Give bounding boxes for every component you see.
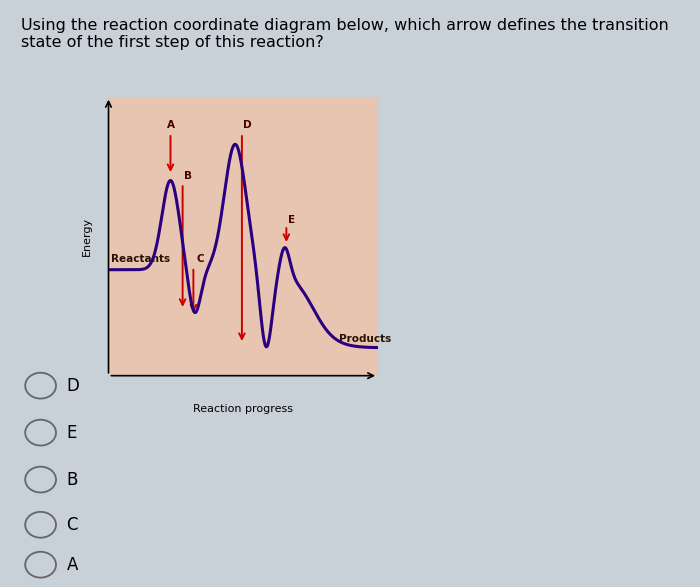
Text: D: D <box>66 377 79 394</box>
Text: A: A <box>66 556 78 573</box>
Text: D: D <box>244 120 252 130</box>
Text: Reaction progress: Reaction progress <box>193 404 293 414</box>
Text: C: C <box>196 254 204 264</box>
Text: Products: Products <box>339 333 391 343</box>
Text: B: B <box>66 471 78 488</box>
Text: Energy: Energy <box>82 217 92 256</box>
Text: Using the reaction coordinate diagram below, which arrow defines the transition
: Using the reaction coordinate diagram be… <box>21 18 668 50</box>
Text: B: B <box>184 170 192 181</box>
Text: Reactants: Reactants <box>111 254 170 264</box>
Text: C: C <box>66 516 78 534</box>
Text: E: E <box>288 215 295 225</box>
Text: A: A <box>167 120 174 130</box>
Text: E: E <box>66 424 77 441</box>
